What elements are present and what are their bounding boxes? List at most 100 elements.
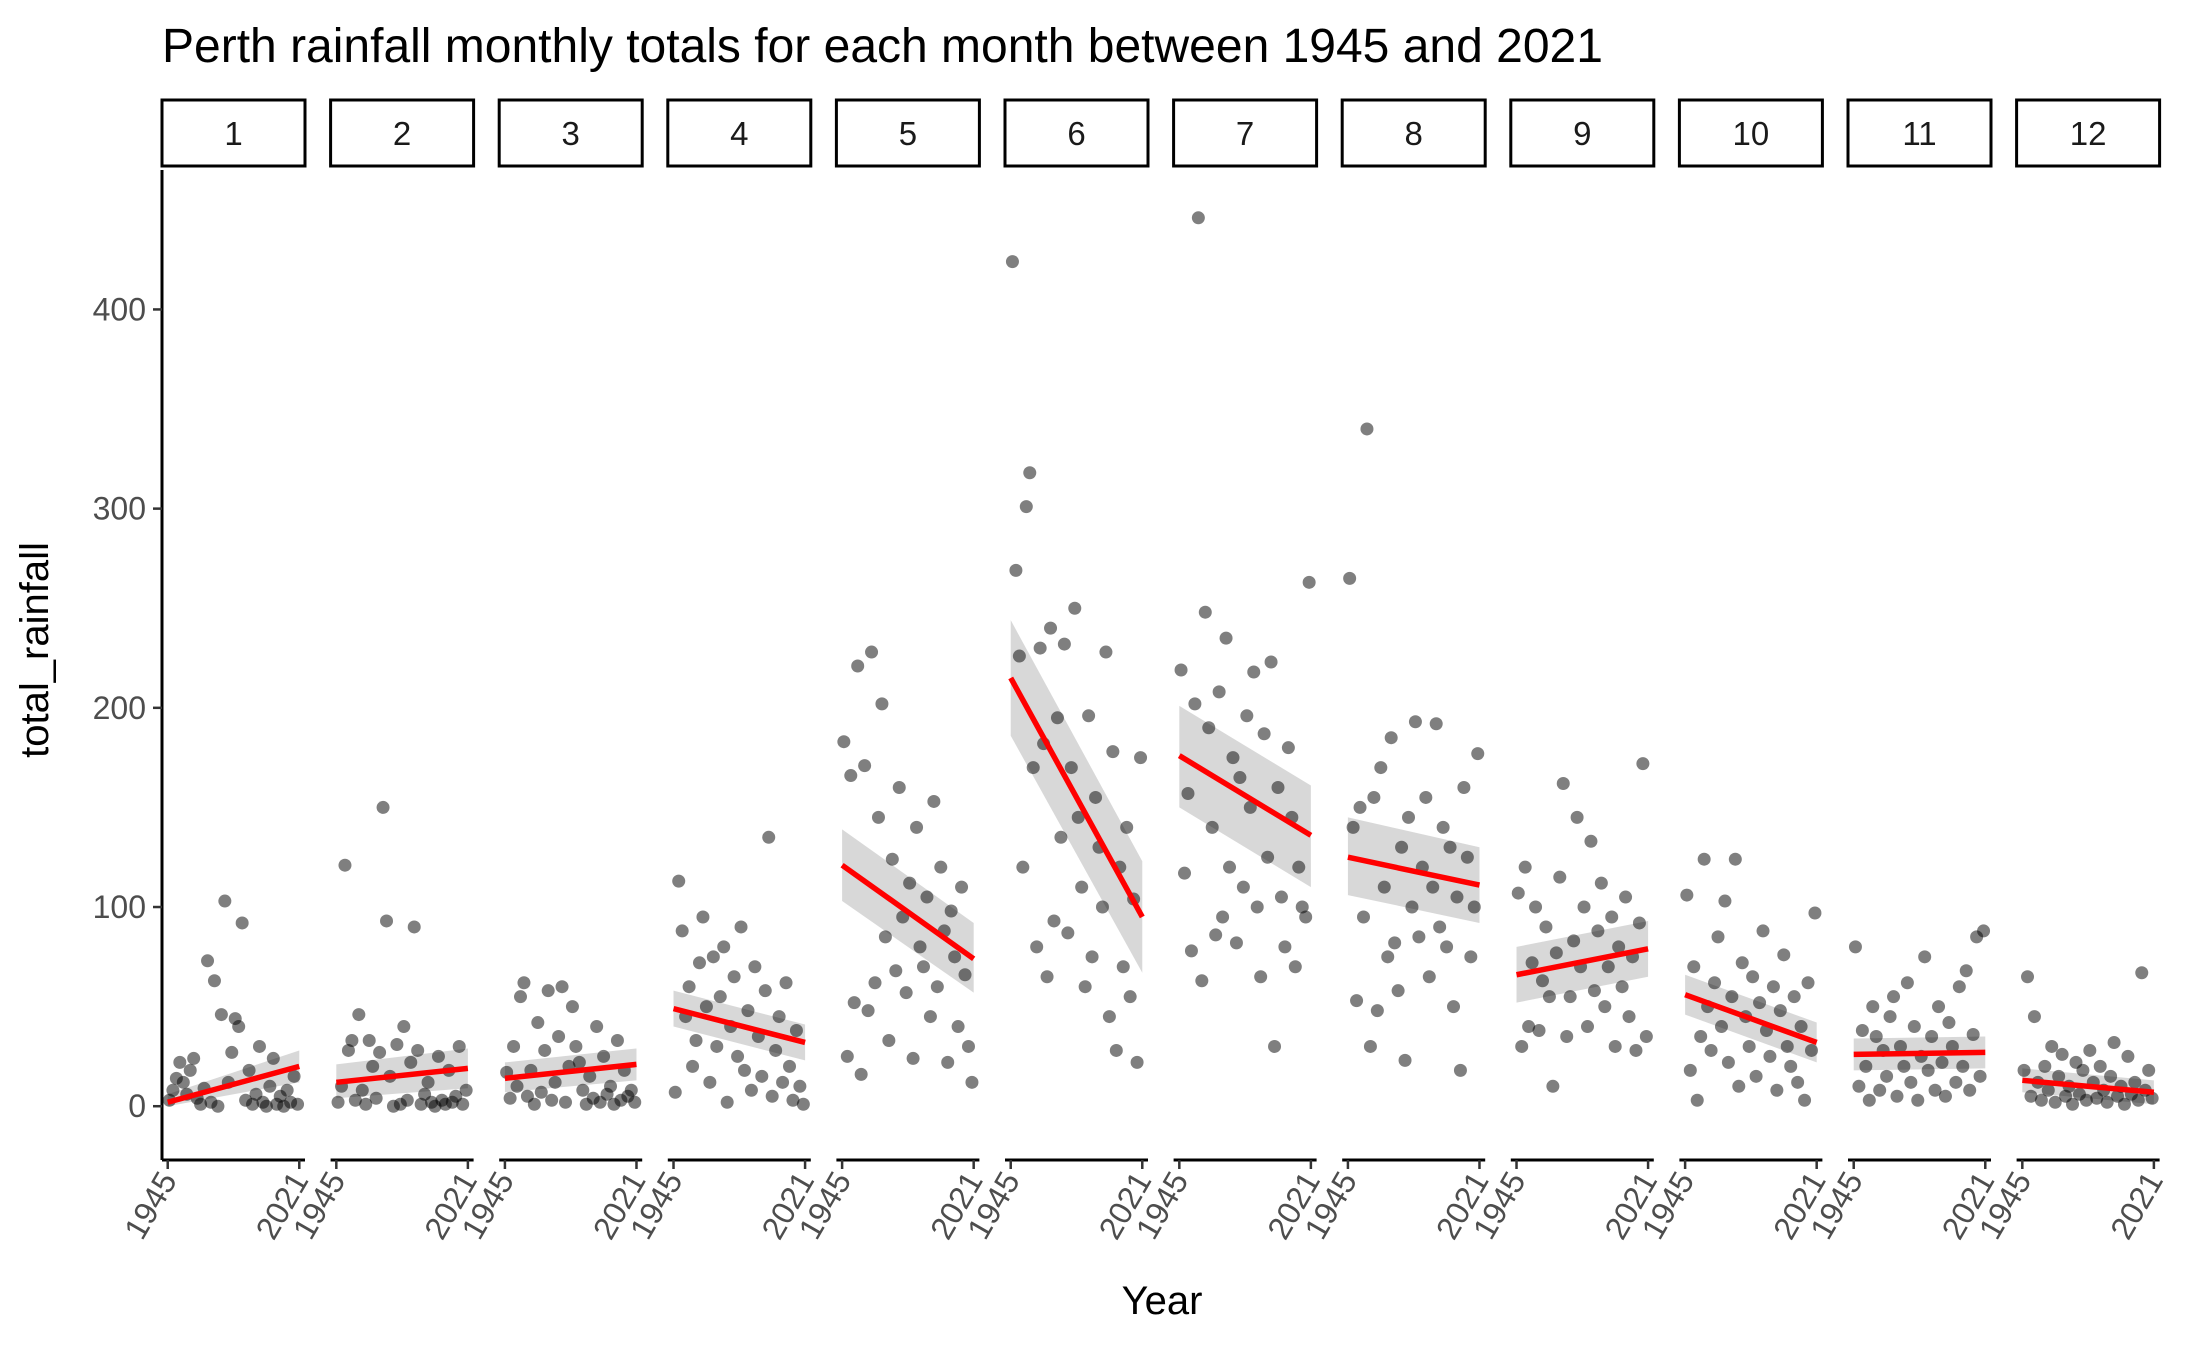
- data-point: [2079, 1093, 2093, 1107]
- data-point: [2027, 1010, 2041, 1024]
- data-point: [1450, 890, 1464, 904]
- data-point: [1683, 1063, 1697, 1077]
- trend-line: [2022, 1077, 2155, 1096]
- data-point: [1191, 211, 1205, 225]
- data-point: [1102, 1010, 1116, 1024]
- data-point: [555, 980, 569, 994]
- data-point: [748, 960, 762, 974]
- data-point: [1068, 601, 1082, 615]
- facet-strip: [666, 98, 813, 168]
- data-point: [672, 874, 686, 888]
- data-point: [1694, 1029, 1708, 1043]
- facet-strip-label: 3: [562, 115, 580, 152]
- data-point: [624, 1083, 638, 1097]
- data-point: [713, 990, 727, 1004]
- x-axis-title: Year: [1122, 1279, 1203, 1323]
- data-point: [2128, 1075, 2142, 1089]
- data-point: [2117, 1097, 2131, 1111]
- data-point: [331, 1095, 345, 1109]
- facet-strip: [329, 98, 476, 168]
- data-point: [965, 1075, 979, 1089]
- data-point: [1591, 924, 1605, 938]
- trend-line: [1853, 1049, 1986, 1058]
- data-point: [1106, 745, 1120, 759]
- data-point: [2055, 1047, 2069, 1061]
- data-point: [1615, 980, 1629, 994]
- data-point: [373, 1045, 387, 1059]
- data-point: [783, 1059, 797, 1073]
- data-point: [1198, 605, 1212, 619]
- data-point: [1044, 621, 1058, 635]
- facet-strip: [2015, 98, 2162, 168]
- data-point: [552, 1029, 566, 1043]
- data-point: [923, 1010, 937, 1024]
- trend-line: [336, 1065, 469, 1086]
- data-point: [1261, 850, 1275, 864]
- data-point: [404, 1055, 418, 1069]
- data-point: [1956, 1059, 1970, 1073]
- facet-strip-label: 10: [1733, 115, 1770, 152]
- data-point: [1932, 1000, 1946, 1014]
- data-point: [421, 1075, 435, 1089]
- data-point: [390, 1037, 404, 1051]
- data-point: [1598, 1000, 1612, 1014]
- data-point: [1587, 984, 1601, 998]
- data-point: [1859, 1059, 1873, 1073]
- data-point: [1855, 1024, 1869, 1038]
- facet-strip-label: 6: [1067, 115, 1085, 152]
- data-point: [858, 759, 872, 773]
- data-point: [1619, 890, 1633, 904]
- data-point: [1422, 970, 1436, 984]
- data-point: [861, 1004, 875, 1018]
- y-tick-label: 300: [93, 491, 146, 527]
- data-point: [1556, 777, 1570, 791]
- data-point: [369, 1091, 383, 1105]
- data-point: [1212, 685, 1226, 699]
- data-point: [380, 914, 394, 928]
- data-point: [1546, 1079, 1560, 1093]
- data-point: [597, 1049, 611, 1063]
- data-point: [1787, 990, 1801, 1004]
- data-point: [1023, 466, 1037, 480]
- data-point: [1893, 1039, 1907, 1053]
- data-point: [548, 1075, 562, 1089]
- facet-strip-label: 7: [1236, 115, 1254, 152]
- data-point: [2145, 1091, 2159, 1105]
- data-point: [1467, 900, 1481, 914]
- data-point: [1742, 1039, 1756, 1053]
- data-point: [414, 1097, 428, 1111]
- data-point: [628, 1095, 642, 1109]
- data-point: [1460, 850, 1474, 864]
- facet-strip-label: 11: [1902, 115, 1936, 152]
- data-point: [2041, 1083, 2055, 1097]
- data-point: [176, 1075, 190, 1089]
- data-point: [1622, 1010, 1636, 1024]
- data-point: [1570, 810, 1584, 824]
- y-tick-label: 0: [128, 1088, 146, 1124]
- data-point: [1398, 1053, 1412, 1067]
- data-point: [1071, 810, 1085, 824]
- data-point: [741, 1004, 755, 1018]
- data-point: [2093, 1059, 2107, 1073]
- data-point: [776, 1075, 790, 1089]
- data-point: [1763, 1049, 1777, 1063]
- x-tick-label: 1945: [117, 1166, 184, 1246]
- data-point: [1085, 950, 1099, 964]
- data-point: [538, 1043, 552, 1057]
- data-point: [1391, 984, 1405, 998]
- data-point: [744, 1083, 758, 1097]
- facet-strip: [497, 98, 644, 168]
- data-point: [1911, 1093, 1925, 1107]
- facet-strip-label: 2: [393, 115, 411, 152]
- data-point: [1250, 900, 1264, 914]
- data-point: [1116, 960, 1130, 974]
- facet-strip: [1340, 98, 1487, 168]
- data-point: [1725, 990, 1739, 1004]
- trend-line: [166, 1063, 301, 1105]
- data-point: [1429, 717, 1443, 731]
- data-point: [1109, 1043, 1123, 1057]
- data-point: [1236, 880, 1250, 894]
- data-point: [1770, 1083, 1784, 1097]
- data-point: [796, 1097, 810, 1111]
